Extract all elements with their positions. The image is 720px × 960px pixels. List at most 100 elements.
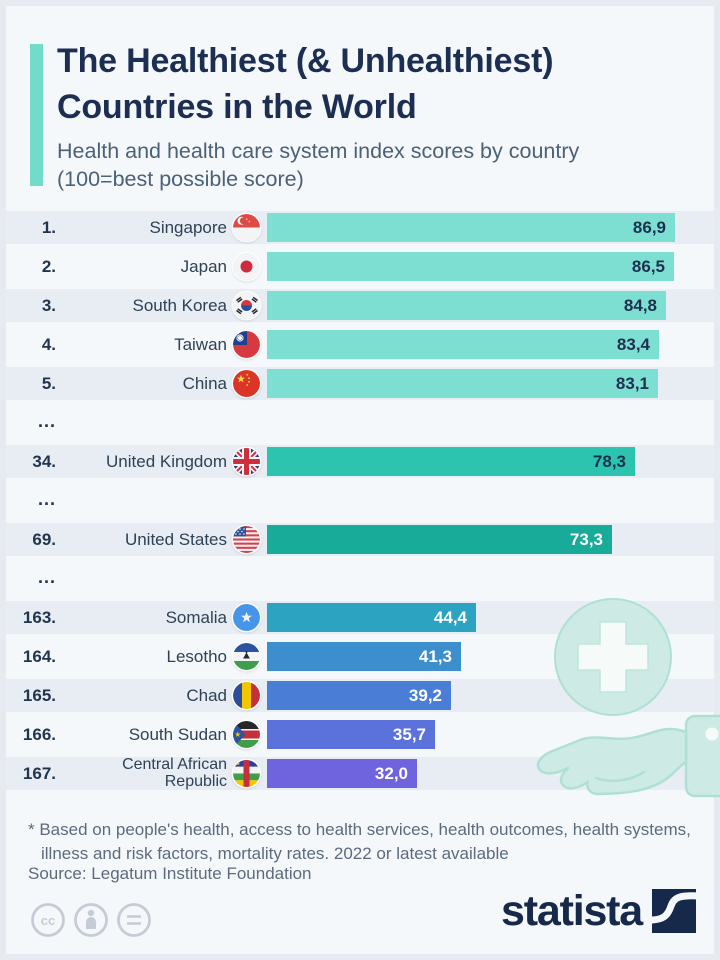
score-bar: 39,2 [267,681,451,710]
score-value: 44,4 [433,608,467,627]
score-bar: 86,9 [267,213,675,242]
title-line-2: Countries in the World [57,88,417,126]
statista-mark-icon [652,889,696,933]
somalia-flag-icon [233,604,260,631]
rank-label: 5. [41,374,56,393]
svg-text:cc: cc [41,913,55,928]
table-row: 69. United States 73,3 [6,520,714,559]
rank-label: 4. [41,335,56,354]
table-row: 163. Somalia 44,4 [6,598,714,637]
footnote: * Based on people's health, access to he… [28,820,691,863]
country-label: South Sudan [128,725,227,744]
country-label: United States [124,530,227,549]
score-bar: 73,3 [267,525,612,554]
cc-icon: cc [31,903,65,937]
score-bar: 83,1 [267,369,658,398]
table-row: 164. Lesotho 41,3 [6,637,714,676]
country-label: Singapore [149,218,227,237]
table-row: 5. China 83,1 [6,364,714,403]
title-line-1: The Healthiest (& Unhealthiest) [57,42,554,80]
country-label: South Korea [132,296,227,315]
page-title: The Healthiest (& Unhealthiest) Countrie… [57,38,554,130]
ranking-table: 1. Singapore 86,9 2. Japan 86,5 3. South… [6,208,714,793]
attribution-person-icon [74,903,108,937]
rank-label: 69. [32,530,56,549]
score-value: 32,0 [374,764,408,783]
table-row: 2. Japan 86,5 [6,247,714,286]
subtitle-line-2: (100=best possible score) [57,167,304,191]
country-label: Lesotho [166,647,228,666]
china-flag-icon [233,370,260,397]
score-value: 84,8 [623,296,657,315]
japan-flag-icon [233,253,260,280]
score-bar: 32,0 [267,759,417,788]
rank-label: 1. [41,218,56,237]
row-band [6,562,714,595]
score-bar: 78,3 [267,447,635,476]
score-value: 83,1 [615,374,649,393]
score-value: 86,5 [631,257,665,276]
rank-label: 164. [22,647,56,666]
ellipsis-row: ... [6,403,714,442]
table-row: 166. South Sudan 35,7 [6,715,714,754]
accent-bar [30,44,43,186]
country-label: Somalia [165,608,227,627]
country-label: Taiwan [174,335,227,354]
score-bar: 84,8 [267,291,666,320]
row-band [6,406,714,439]
country-label: Japan [180,257,227,276]
subtitle-line-1: Health and health care system index scor… [57,139,580,163]
table-row: 34. United Kingdom 78,3 [6,442,714,481]
statista-wordmark: statista [501,887,643,935]
score-bar: 44,4 [267,603,476,632]
score-bar: 86,5 [267,252,674,281]
table-row: 3. South Korea 84,8 [6,286,714,325]
south-sudan-flag-icon [233,721,260,748]
singapore-flag-icon [233,214,260,241]
ellipsis-row: ... [6,559,714,598]
source-line: Source: Legatum Institute Foundation [28,864,312,883]
license-icons[interactable]: cc [28,898,156,942]
rank-label: 166. [22,725,56,744]
ellipsis-label: ... [37,567,56,587]
score-value: 83,4 [616,335,650,354]
no-derivatives-icon [117,903,151,937]
statista-logo[interactable]: statista [501,888,696,934]
page-subtitle: Health and health care system index scor… [57,137,579,193]
score-bar: 83,4 [267,330,659,359]
country-label: United Kingdom [106,452,227,471]
table-row: 165. Chad 39,2 [6,676,714,715]
taiwan-flag-icon [233,331,260,358]
ellipsis-row: ... [6,481,714,520]
rank-label: 34. [32,452,56,471]
chad-flag-icon [233,682,260,709]
score-value: 86,9 [632,218,666,237]
row-band [6,484,714,517]
score-bar: 41,3 [267,642,461,671]
lesotho-flag-icon [233,643,260,670]
table-row: 4. Taiwan 83,4 [6,325,714,364]
ellipsis-label: ... [37,411,56,431]
score-value: 39,2 [408,686,442,705]
rank-label: 163. [22,608,56,627]
country-label: Chad [186,686,227,705]
rank-label: 165. [22,686,56,705]
uk-flag-icon [233,448,260,475]
score-value: 78,3 [592,452,626,471]
south-korea-flag-icon [233,292,260,319]
score-bar: 35,7 [267,720,435,749]
infographic-card: The Healthiest (& Unhealthiest) Countrie… [6,6,720,954]
country-label: Central African Republic [122,756,227,790]
country-label: China [182,374,227,393]
score-value: 41,3 [418,647,452,666]
table-row: 167. Central African Republic 32,0 [6,754,714,793]
central-african-republic-flag-icon [233,760,260,787]
rank-label: 167. [22,764,56,783]
table-row: 1. Singapore 86,9 [6,208,714,247]
ellipsis-label: ... [37,489,56,509]
us-flag-icon [233,526,260,553]
score-value: 35,7 [392,725,426,744]
rank-label: 2. [41,257,56,276]
rank-label: 3. [41,296,56,315]
score-value: 73,3 [569,530,603,549]
